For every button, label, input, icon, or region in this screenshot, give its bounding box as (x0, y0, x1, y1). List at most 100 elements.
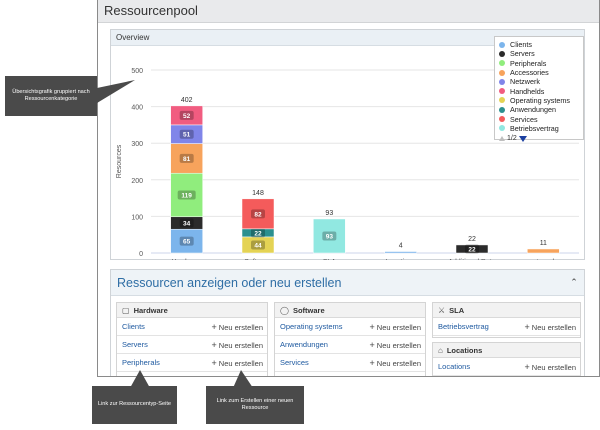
legend-item[interactable]: Operating systems (499, 96, 579, 105)
create-link-clients[interactable]: + Neu erstellen (212, 322, 263, 332)
y-tick-label: 200 (131, 178, 143, 185)
create-link-services[interactable]: + Neu erstellen (370, 358, 421, 368)
create-link-peripherals[interactable]: + Neu erstellen (212, 358, 263, 368)
bar-segment (384, 251, 417, 254)
legend-label: Betriebsvertrag (510, 123, 559, 133)
bar-segment (170, 105, 203, 126)
category-hardware: ▢ Hardware Clients + Neu erstellen Server… (116, 302, 268, 376)
title-bar: Ressourcenpool (98, 0, 599, 23)
bar-segment (170, 143, 203, 174)
type-link-betriebsvertrag[interactable]: Betriebsvertrag (438, 322, 489, 331)
resources-panel: Ressourcen anzeigen oder neu erstellen ⌃… (110, 269, 585, 376)
legend-item[interactable]: Betriebsvertrag (499, 124, 579, 133)
software-icon: ◯ (280, 305, 289, 315)
legend-page-indicator: 1/2 (507, 135, 517, 143)
data-label-bg (179, 153, 194, 163)
data-label-bg (251, 209, 265, 219)
resource-row-services: Services + Neu erstellen (275, 354, 425, 372)
legend-item[interactable]: Servers (499, 49, 579, 58)
legend-label: Peripherals (510, 58, 547, 68)
plus-icon: + (211, 321, 217, 332)
monitor-icon: ▢ (122, 305, 130, 315)
create-link-locations[interactable]: + Neu erstellen (525, 362, 576, 372)
plus-icon: + (524, 321, 530, 332)
legend-dot-icon (499, 78, 505, 85)
total-label: 93 (325, 210, 333, 217)
category-header-locations: ⌂ Locations (433, 343, 580, 358)
create-label: Neu erstellen (531, 322, 576, 332)
type-link-peripherals[interactable]: Peripherals (122, 358, 160, 367)
create-label: Neu erstellen (376, 322, 421, 332)
create-label: Neu erstellen (531, 362, 576, 372)
bar-segment (527, 248, 560, 254)
chart-legend[interactable]: Clients Servers Peripherals Accessories Netz… (494, 36, 584, 142)
resource-row-operating-systems: Operating systems + Neu erstellen (275, 318, 425, 336)
create-link-operating-systems[interactable]: + Neu erstellen (370, 322, 421, 332)
y-tick-label: 400 (131, 105, 143, 112)
data-label-bg (465, 244, 479, 254)
legend-item[interactable]: Peripherals (499, 59, 579, 68)
category-title: Hardware (133, 305, 168, 315)
data-label: 52 (183, 113, 191, 120)
resource-row-servers: Servers + Neu erstellen (117, 336, 267, 354)
plus-icon: + (369, 339, 375, 350)
overview-chart: 0 100 200 300 400 500 Resources 65 34 119 81 51 52 40… (116, 68, 579, 260)
bar-segment (313, 218, 346, 254)
callout-type-page: Link zur Ressourcentyp-Seite (92, 386, 177, 424)
category-title: Locations (446, 345, 483, 355)
plus-icon: + (369, 357, 375, 368)
data-label: 44 (254, 242, 262, 249)
resources-title: Ressourcen anzeigen oder neu erstellen (117, 275, 342, 290)
legend-item[interactable]: Services (499, 114, 579, 124)
legend-pager[interactable]: 1/2 (499, 134, 579, 144)
legend-item[interactable]: Clients (499, 40, 579, 49)
create-link-servers[interactable]: + Neu erstellen (212, 340, 263, 350)
legend-label: Handhelds (510, 86, 545, 96)
legend-label: Anwendungen (510, 105, 556, 115)
resource-row-anwendungen: Anwendungen + Neu erstellen (275, 336, 425, 354)
total-label: 148 (252, 190, 264, 197)
page-down-icon[interactable] (518, 135, 527, 142)
type-link-locations[interactable]: Locations (438, 362, 471, 371)
data-label: 93 (326, 233, 334, 240)
type-link-clients[interactable]: Clients (122, 322, 145, 331)
legend-item[interactable]: Netzwerk (499, 77, 579, 86)
collapse-chevron-icon[interactable]: ⌃ (570, 277, 578, 287)
category-label: Hardware (171, 259, 201, 260)
legend-item[interactable]: Accessories (499, 68, 579, 77)
category-sla: ⚔ SLA Betriebsvertrag + Neu erstellen (432, 302, 581, 338)
legend-item[interactable]: Handhelds (499, 86, 579, 96)
data-label-bg (179, 110, 194, 120)
page-up-icon[interactable] (499, 136, 505, 142)
create-link-anwendungen[interactable]: + Neu erstellen (370, 340, 421, 350)
category-header-software: ◯ Software (275, 303, 425, 318)
resources-header[interactable]: Ressourcen anzeigen oder neu erstellen ⌃ (111, 270, 584, 296)
legend-label: Clients (510, 40, 532, 50)
y-axis-label: Resources (116, 144, 123, 178)
legend-dot-icon (499, 125, 505, 132)
create-label: Neu erstellen (218, 340, 263, 350)
data-label-bg (251, 240, 265, 250)
total-label: 11 (540, 240, 547, 247)
type-link-anwendungen[interactable]: Anwendungen (280, 340, 328, 349)
category-header-sla: ⚔ SLA (433, 303, 580, 318)
plus-icon: + (524, 361, 530, 372)
callout-overview: Übersichtsgrafik gruppiert nach Ressourc… (5, 76, 97, 116)
data-label: 65 (183, 239, 191, 246)
create-link-betriebsvertrag[interactable]: + Neu erstellen (525, 322, 576, 332)
y-tick-label: 300 (131, 141, 143, 148)
type-link-services[interactable]: Services (280, 358, 309, 367)
y-tick-label: 100 (131, 214, 143, 221)
legend-label: Services (510, 114, 538, 124)
legend-item[interactable]: Anwendungen (499, 105, 579, 114)
data-label: 34 (183, 220, 191, 227)
category-title: Software (292, 305, 325, 315)
type-link-servers[interactable]: Servers (122, 340, 148, 349)
data-label: 82 (254, 211, 262, 218)
handshake-icon: ⚔ (438, 305, 446, 315)
type-link-operating-systems[interactable]: Operating systems (280, 322, 343, 331)
plus-icon: + (369, 321, 375, 332)
bar-segment (241, 198, 275, 230)
resource-row-peripherals: Peripherals + Neu erstellen (117, 354, 267, 372)
category-header-hardware: ▢ Hardware (117, 303, 267, 318)
